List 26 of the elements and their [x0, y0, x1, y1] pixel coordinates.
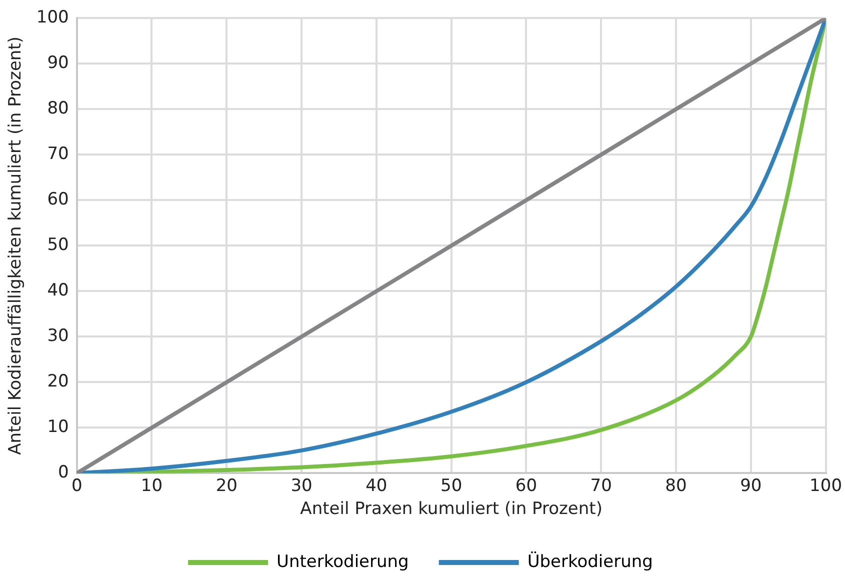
y-tick-label: 0: [58, 462, 69, 483]
x-tick-label: 100: [810, 476, 842, 496]
y-tick-label: 80: [47, 98, 69, 119]
y-tick-label: 30: [47, 326, 69, 346]
x-tick-label: 90: [740, 476, 762, 496]
x-axis-title: Anteil Praxen kumuliert (in Prozent): [300, 499, 602, 520]
x-tick-label: 30: [290, 476, 312, 496]
x-tick-label: 0: [71, 476, 82, 496]
y-tick-label: 10: [47, 417, 69, 438]
y-tick-label: 100: [36, 8, 69, 28]
legend-label: Unterkodierung: [276, 552, 409, 572]
y-tick-label: 20: [47, 372, 69, 392]
x-tick-label: 10: [140, 476, 163, 496]
x-tick-label: 40: [366, 476, 388, 496]
x-tick-label: 70: [590, 476, 612, 496]
x-tick-label: 50: [440, 476, 462, 496]
y-tick-label: 50: [47, 235, 69, 256]
y-tick-label: 60: [47, 190, 69, 210]
y-tick-label: 90: [47, 53, 69, 74]
y-tick-label: 70: [47, 144, 69, 164]
y-tick-label: 40: [47, 280, 69, 301]
x-tick-label: 20: [216, 476, 238, 496]
y-axis-title: Anteil Kodierauffälligkeiten kumuliert (in Prozent): [6, 36, 26, 455]
x-tick-label: 80: [665, 476, 687, 496]
x-tick-label: 60: [515, 476, 538, 496]
legend-label: Überkodierung: [527, 550, 653, 572]
